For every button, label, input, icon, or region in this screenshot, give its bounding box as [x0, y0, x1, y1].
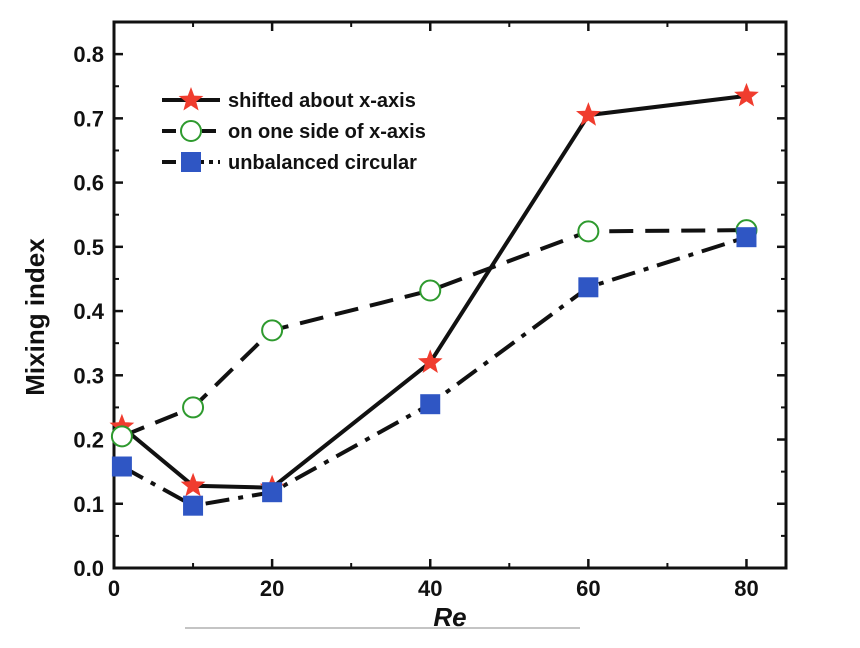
legend-marker-3 — [181, 152, 201, 172]
legend-marker-2 — [180, 120, 202, 142]
x-tick-label: 20 — [260, 576, 284, 601]
y-tick-label: 0.2 — [73, 428, 104, 453]
legend-label-3: unbalanced circular — [228, 152, 417, 174]
data-point-series-3 — [262, 482, 283, 503]
plot-frame — [112, 20, 788, 570]
series-line-1 — [120, 93, 747, 490]
data-point-series-3 — [111, 456, 132, 477]
x-tick-label: 80 — [734, 576, 758, 601]
data-point-series-2 — [110, 425, 133, 448]
y-axis-title: Mixing index — [20, 238, 50, 396]
y-tick-label: 0.0 — [73, 556, 104, 581]
data-point-series-3 — [183, 495, 204, 516]
data-point-series-3 — [736, 227, 757, 248]
data-point-series-2 — [182, 396, 205, 419]
legend-label-1: shifted about x-axis — [228, 90, 416, 112]
y-tick-label: 0.7 — [73, 106, 104, 131]
x-tick-label: 60 — [576, 576, 600, 601]
data-point-series-3 — [578, 277, 599, 298]
y-tick-label: 0.5 — [73, 235, 104, 260]
x-axis-title: Re — [433, 602, 466, 632]
y-tick-label: 0.1 — [73, 492, 104, 517]
y-tick-label: 0.8 — [73, 42, 104, 67]
data-point-series-1 — [734, 82, 759, 107]
legend-label-2: on one side of x-axis — [228, 121, 426, 143]
y-tick-label: 0.6 — [73, 171, 104, 196]
data-point-series-2 — [419, 279, 442, 302]
data-point-series-2 — [577, 220, 600, 243]
x-tick-label: 40 — [418, 576, 442, 601]
data-point-series-2 — [261, 319, 284, 342]
series-line-2 — [121, 228, 747, 439]
data-point-series-1 — [417, 349, 443, 373]
y-tick-label: 0.4 — [73, 299, 104, 324]
x-tick-label: 0 — [108, 576, 120, 601]
y-tick-label: 0.3 — [73, 363, 104, 388]
series-line-3 — [120, 235, 748, 508]
data-point-series-1 — [180, 472, 206, 497]
data-point-series-1 — [576, 102, 601, 126]
legend-marker-1 — [178, 87, 204, 111]
data-point-series-3 — [420, 394, 441, 415]
